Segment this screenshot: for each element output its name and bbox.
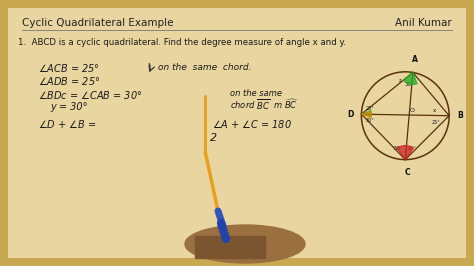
Wedge shape [404,73,417,85]
Text: $\angle$A + $\angle$C = 180: $\angle$A + $\angle$C = 180 [212,118,292,130]
FancyBboxPatch shape [8,8,466,258]
Text: $\angle$ACB = 25°: $\angle$ACB = 25° [38,62,100,74]
Text: B: B [457,111,463,120]
Text: 2: 2 [210,133,217,143]
Text: 25°: 25° [431,120,440,125]
Text: $\angle$D + $\angle$B =: $\angle$D + $\angle$B = [38,118,96,130]
Wedge shape [361,111,372,117]
Text: on the  same  chord.: on the same chord. [158,64,252,73]
Text: 25°: 25° [365,106,374,111]
Text: Anil Kumar: Anil Kumar [395,18,452,28]
Text: x: x [433,108,437,113]
Text: 30°: 30° [365,118,374,123]
Text: Cyclic Quadrilateral Example: Cyclic Quadrilateral Example [22,18,173,28]
Wedge shape [397,146,413,160]
Text: O: O [409,108,414,113]
Text: chord $\overline{BC}$  m $\widehat{BC}$: chord $\overline{BC}$ m $\widehat{BC}$ [230,98,300,113]
Text: 30: 30 [405,82,412,88]
Text: $\angle$BDc = $\angle$CAB = 30°: $\angle$BDc = $\angle$CAB = 30° [38,89,142,101]
Text: on the same: on the same [230,89,282,98]
Wedge shape [361,112,372,118]
Text: y = 30°: y = 30° [50,102,88,112]
Ellipse shape [185,225,305,263]
Text: 1.  ABCD is a cyclic quadrilateral. Find the degree measure of angle x and y.: 1. ABCD is a cyclic quadrilateral. Find … [18,38,346,47]
Text: D: D [347,110,354,119]
Text: z: z [399,78,401,84]
Text: $\angle$ADB = 25°: $\angle$ADB = 25° [38,75,100,87]
Text: 50: 50 [393,146,400,151]
Text: A: A [412,56,418,64]
Text: C: C [404,168,410,177]
Text: 25°: 25° [407,146,416,151]
